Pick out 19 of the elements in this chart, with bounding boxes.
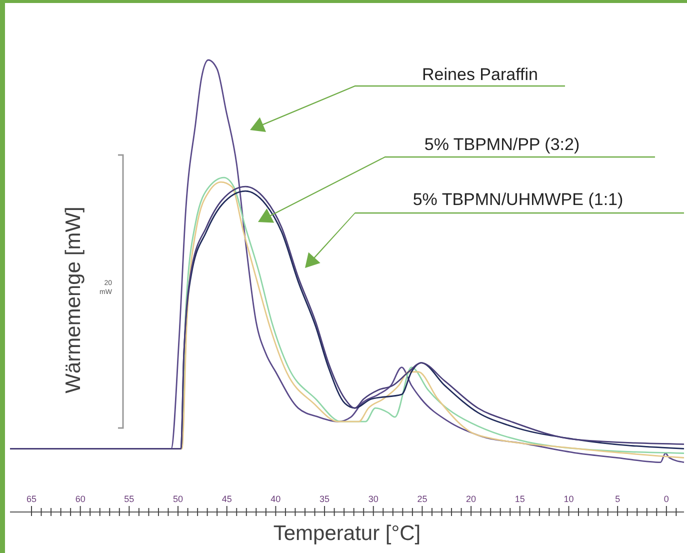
x-tick-label: 15: [514, 494, 525, 504]
x-tick-label: 0: [664, 494, 669, 504]
x-tick-label: 65: [26, 494, 36, 504]
x-tick-label: 50: [173, 494, 184, 504]
annotation: 5% TBPMN/UHMWPE (1:1): [412, 190, 624, 209]
x-tick-label: 5: [615, 494, 620, 504]
x-tick-label: 30: [368, 494, 378, 504]
x-tick-label: 60: [75, 494, 86, 504]
annotation: 5% TBPMN/PP (3:2): [424, 135, 580, 154]
x-tick-label: 20: [466, 494, 476, 504]
x-tick-label: 10: [564, 494, 574, 504]
x-tick-label: 35: [320, 494, 330, 504]
x-tick-label: 25: [417, 494, 428, 504]
annotation: Reines Paraffin: [422, 65, 538, 84]
x-tick-label: 45: [222, 494, 232, 504]
x-axis-title: Temperatur [°C]: [273, 522, 421, 545]
x-tick-label: 40: [270, 494, 281, 504]
y-axis-title: Wärmemenge [mW]: [62, 206, 85, 394]
x-tick-label: 55: [124, 494, 134, 504]
